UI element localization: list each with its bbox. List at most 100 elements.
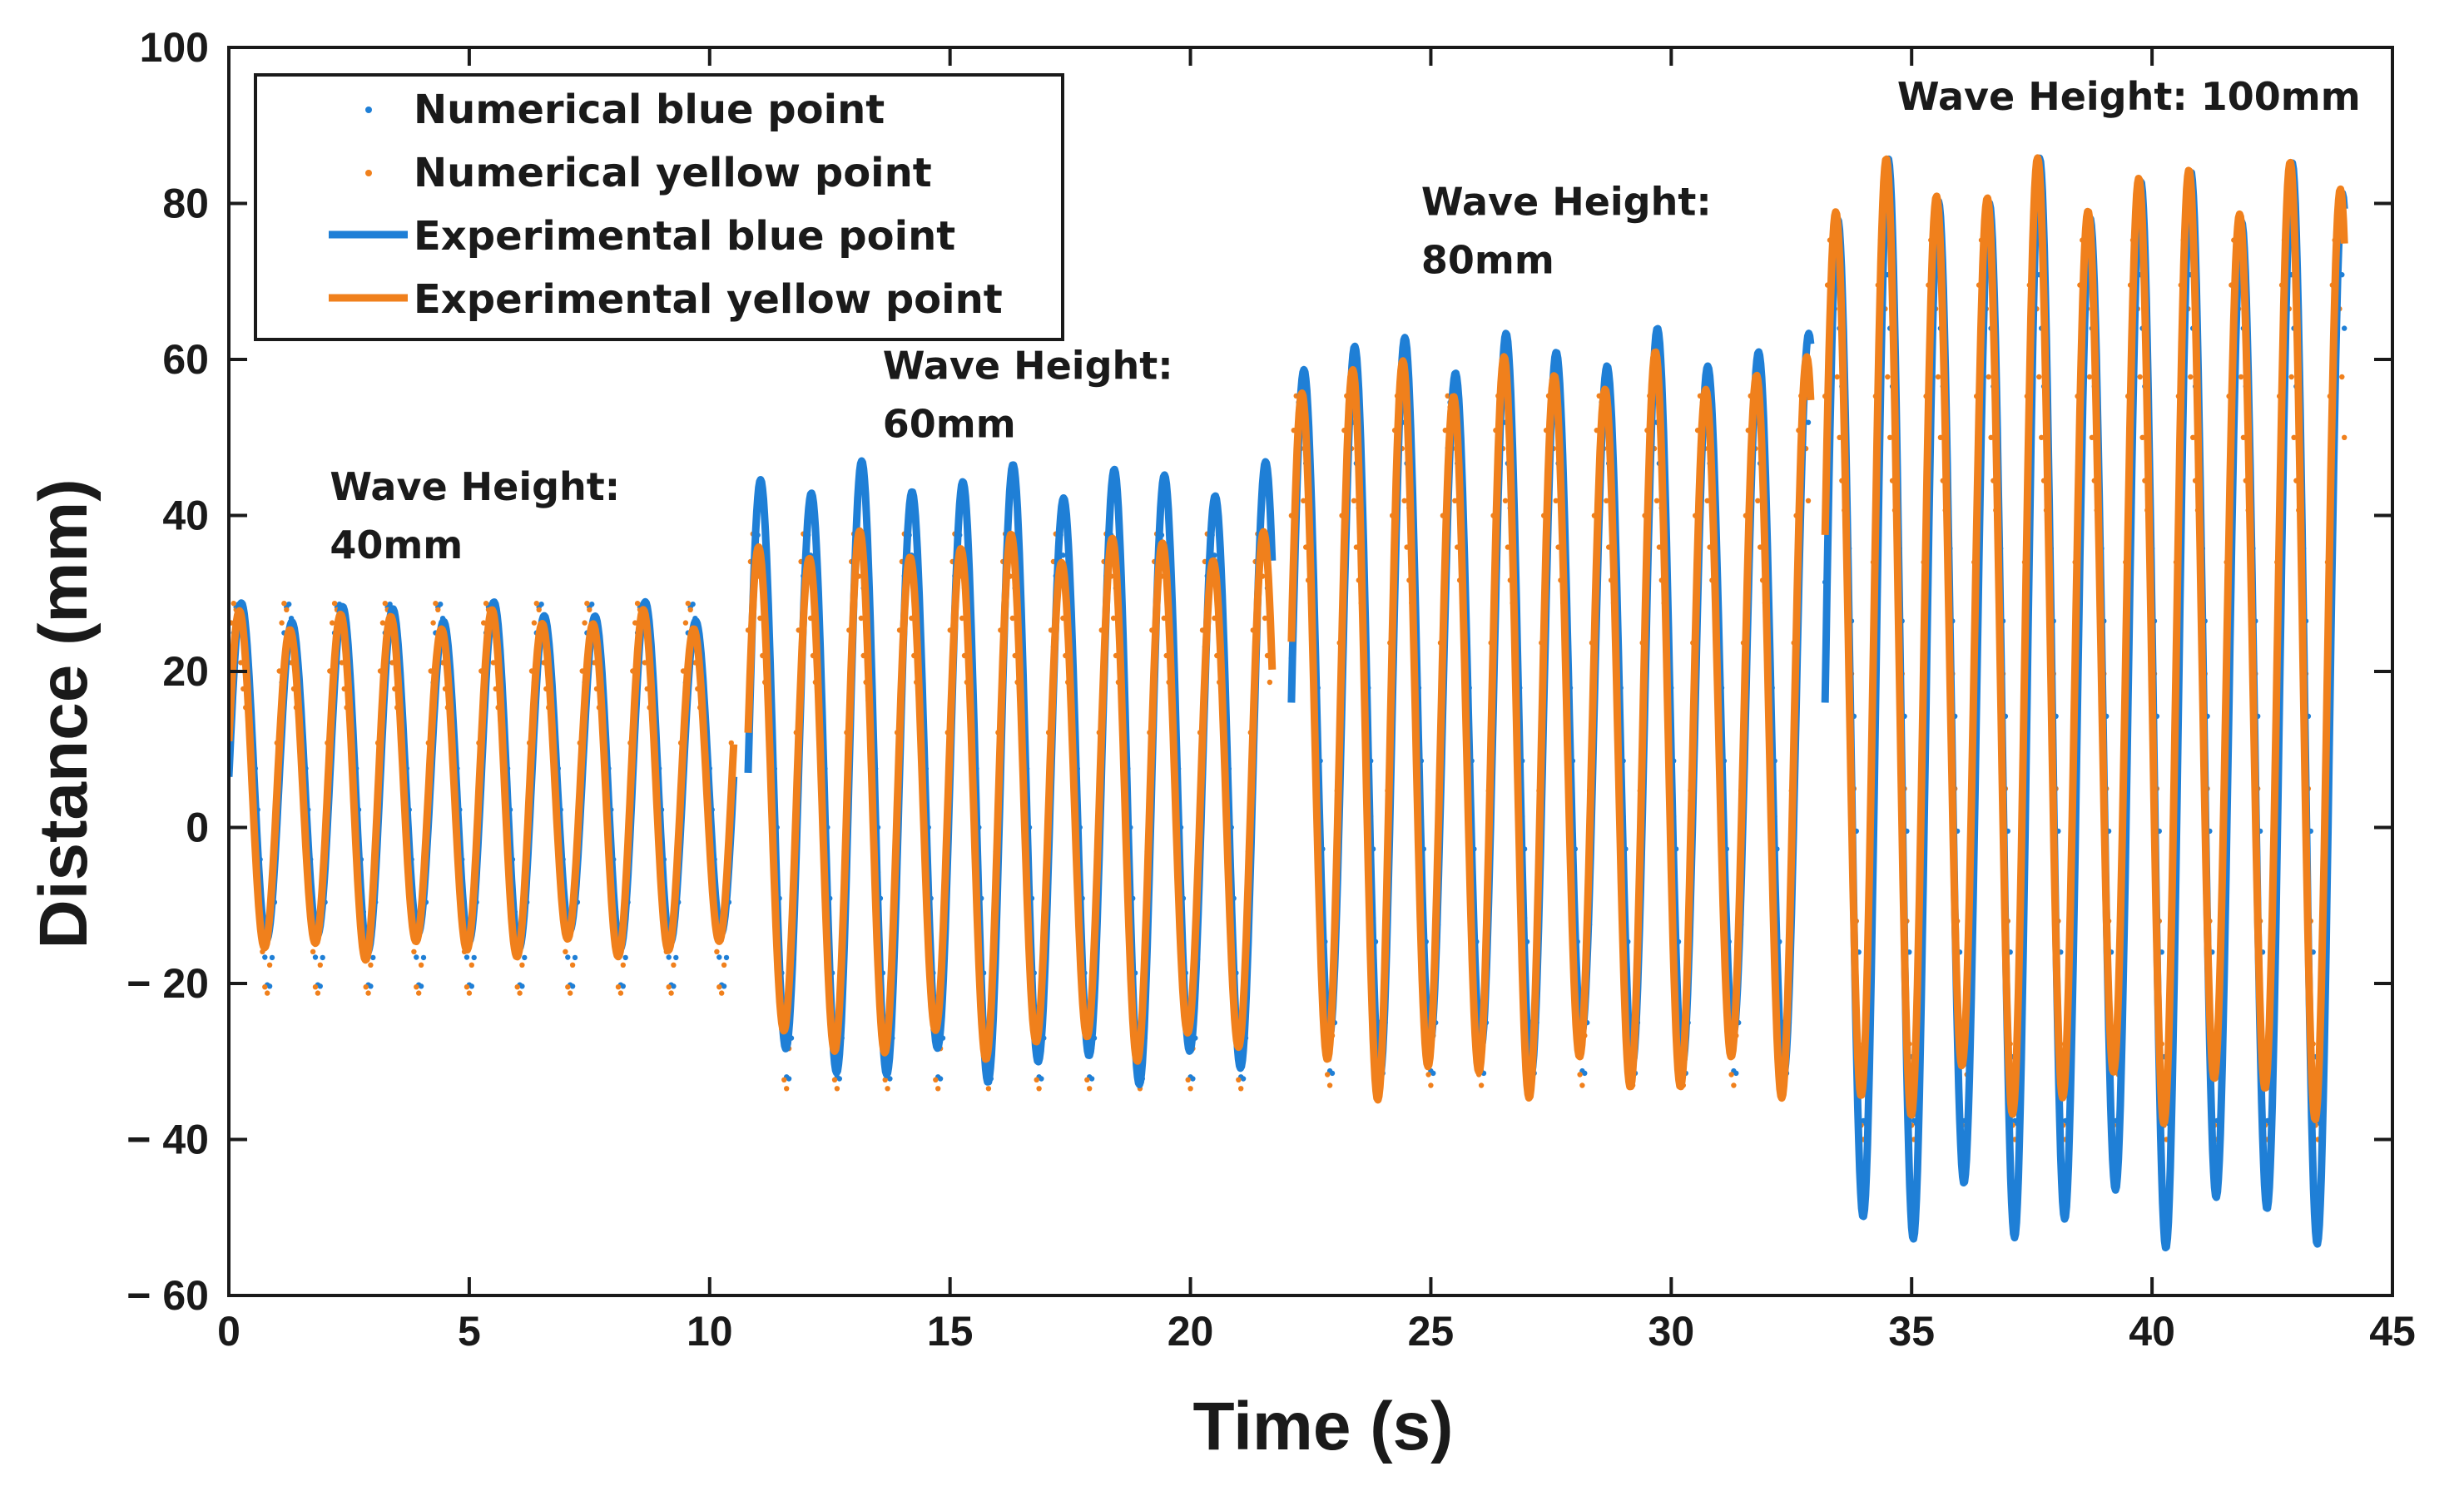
numerical-point (418, 983, 424, 989)
numerical-point (2137, 374, 2143, 380)
numerical-point (2288, 374, 2294, 380)
numerical-point (411, 949, 417, 955)
x-tick-label: 45 (2369, 1308, 2416, 1355)
numerical-point (536, 607, 542, 612)
numerical-point (937, 1076, 944, 1082)
numerical-point (1577, 1072, 1583, 1077)
numerical-point (317, 983, 323, 989)
numerical-point (414, 954, 419, 960)
numerical-point (418, 962, 424, 968)
numerical-point (1425, 1072, 1431, 1077)
series-yellow-line (229, 606, 738, 964)
wave-height-annotation: Wave Height: 40mm (330, 464, 620, 567)
numerical-point (269, 954, 275, 961)
numerical-point (1039, 1076, 1044, 1082)
numerical-point (933, 1077, 939, 1083)
numerical-point (882, 1077, 888, 1083)
legend-label: Experimental yellow point (414, 276, 1003, 323)
numerical-point (1887, 434, 1893, 440)
numerical-point (420, 954, 427, 961)
numerical-point (721, 962, 727, 968)
numerical-point (1187, 1086, 1193, 1092)
numerical-point (1351, 498, 1357, 503)
numerical-point (1236, 1077, 1242, 1083)
numerical-point (781, 1077, 787, 1083)
numerical-point (2039, 434, 2045, 440)
numerical-point (1733, 1070, 1739, 1077)
x-tick-label: 5 (458, 1308, 481, 1355)
numerical-point (1935, 374, 1941, 380)
numerical-point (671, 983, 677, 989)
numerical-point (469, 983, 474, 989)
numerical-point (836, 1076, 842, 1082)
numerical-point (519, 962, 525, 968)
y-tick-label: − 40 (126, 1117, 209, 1163)
numerical-point (1579, 1082, 1585, 1088)
numerical-point (522, 954, 528, 961)
numerical-point (416, 990, 422, 996)
numerical-point (1428, 1082, 1434, 1088)
numerical-point (514, 984, 520, 990)
annotation-line: 60mm (883, 401, 1016, 446)
numerical-point (615, 984, 622, 990)
numerical-point (723, 954, 730, 961)
numerical-point (2238, 374, 2244, 380)
numerical-point (466, 990, 473, 996)
numerical-point (1087, 1086, 1093, 1092)
numerical-point (1834, 374, 1840, 380)
legend-item: Experimental yellow point (329, 276, 1003, 323)
numerical-point (469, 962, 474, 968)
x-tick-label: 0 (217, 1308, 240, 1355)
numerical-point (786, 1076, 792, 1082)
x-tick-labels: 0 5 10 15 20 25 30 35 40 45 (217, 1308, 2416, 1355)
numerical-point (1190, 1076, 1196, 1082)
x-tick-label: 35 (1888, 1308, 1935, 1355)
segment-100mm (1821, 154, 2348, 1251)
numerical-point (517, 990, 523, 996)
legend: Numerical blue point Numerical yellow poi… (254, 73, 1064, 341)
numerical-point (1326, 1082, 1333, 1088)
numerical-point (430, 620, 436, 626)
numerical-point (1582, 1070, 1588, 1077)
series-yellow-line (1287, 348, 1815, 1104)
x-tick-label: 15 (927, 1308, 974, 1355)
numerical-point (471, 954, 477, 961)
ticks-layer (227, 46, 2394, 1297)
x-tick-label: 30 (1648, 1308, 1695, 1355)
numerical-point (438, 602, 444, 607)
numerical-point (582, 620, 587, 626)
series-yellow-line (1821, 154, 2348, 1127)
numerical-point (483, 601, 489, 607)
numerical-point (622, 954, 628, 961)
x-axis-title: Time (s) (1193, 1389, 1454, 1464)
numerical-point (1267, 679, 1273, 686)
numerical-point (1805, 419, 1812, 425)
numerical-point (414, 984, 419, 990)
numerical-point (671, 962, 677, 968)
annotation-line: 80mm (1421, 238, 1554, 283)
numerical-point (666, 954, 672, 960)
numerical-point (668, 990, 674, 996)
legend-marker-dot (365, 170, 372, 176)
x-tick-label: 40 (2129, 1308, 2175, 1355)
annotation-line: Wave Height: (330, 464, 620, 509)
numerical-point (231, 601, 236, 607)
numerical-point (1653, 498, 1660, 503)
numerical-point (1110, 615, 1117, 622)
numerical-point (330, 620, 335, 626)
annotation-line: Wave Height: 100mm (1897, 74, 2361, 119)
y-tick-label: 80 (162, 181, 209, 227)
y-tick-label: − 60 (126, 1272, 209, 1319)
numerical-point (572, 954, 578, 961)
numerical-point (320, 954, 325, 961)
numerical-point (331, 601, 338, 607)
wave-height-annotation: Wave Height: 60mm (883, 343, 1173, 446)
numerical-point (563, 949, 568, 955)
numerical-point (464, 984, 470, 990)
numerical-point (719, 990, 725, 996)
numerical-point (682, 620, 689, 626)
numerical-point (1430, 1070, 1436, 1077)
segment-60mm (744, 457, 1277, 1092)
numerical-point (587, 607, 592, 612)
